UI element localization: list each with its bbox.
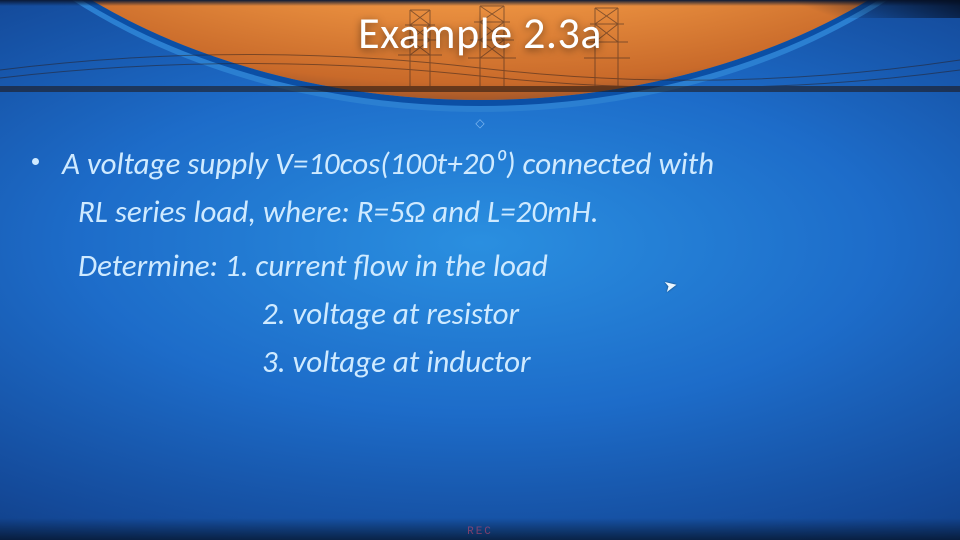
body-text-line-1: A voltage supply V=10cos(100t+20⁰) conne… [62,145,714,183]
footer-faint-text: REC [467,526,493,538]
body-text-line-4: 2. voltage at resistor [22,290,938,338]
slide-title: Example 2.3a [0,6,960,60]
bullet-line-1: A voltage supply V=10cos(100t+20⁰) conne… [22,140,938,188]
bullet-icon [32,158,39,165]
body-text-line-2: RL series load, where: R=5Ω and L=20mH. [22,188,938,236]
body-text-line-3: Determine: 1. current flow in the load [22,242,938,290]
body-text-line-5: 3. voltage at inductor [22,338,938,386]
slide-body: A voltage supply V=10cos(100t+20⁰) conne… [22,140,938,386]
placeholder-handle-icon: ◇ [475,116,484,131]
